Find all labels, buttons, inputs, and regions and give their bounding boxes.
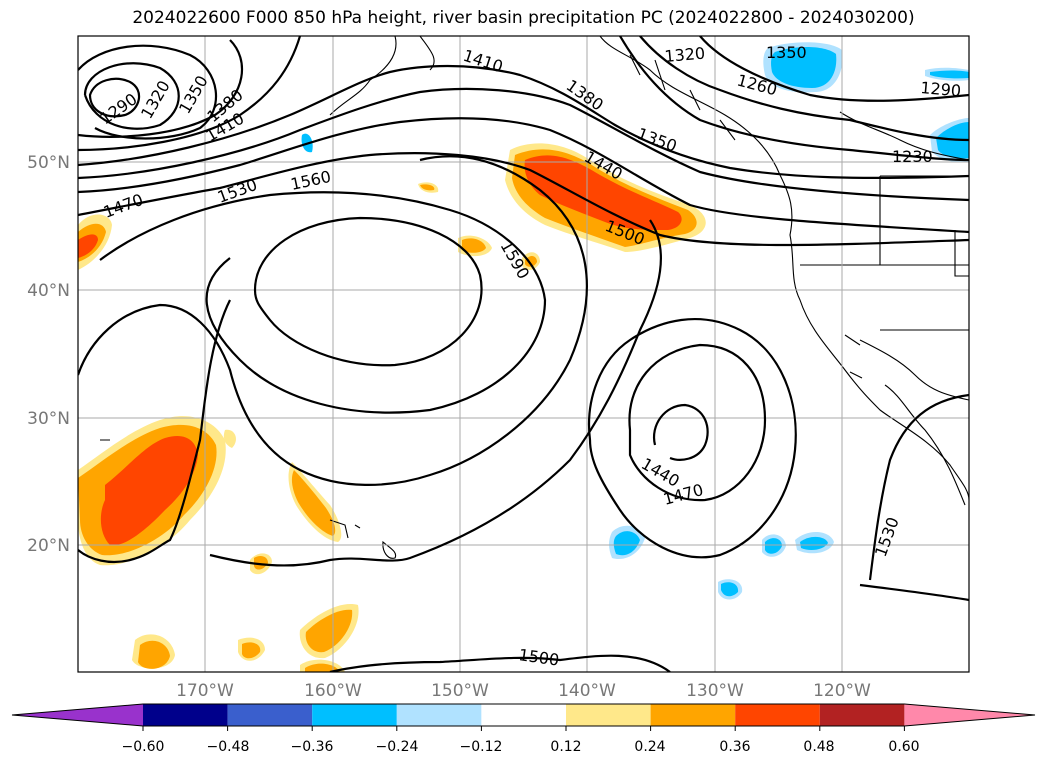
- lon-label: 170°W: [176, 681, 234, 701]
- colorbar-segment: [819, 704, 905, 726]
- lat-label: 50°N: [27, 153, 70, 173]
- lon-label: 120°W: [813, 681, 871, 701]
- precip-shading-positive: [78, 143, 706, 672]
- colorbar-segment: [143, 704, 228, 726]
- map-title: 2024022600 F000 850 hPa height, river ba…: [132, 8, 915, 28]
- colorbar-tick-label: 0.36: [719, 739, 750, 755]
- map-panel: [78, 36, 969, 672]
- lon-label: 160°W: [304, 681, 362, 701]
- lon-label: 150°W: [431, 681, 489, 701]
- latitude-labels: 50°N 40°N 30°N 20°N: [27, 153, 70, 556]
- colorbar-segment: [735, 704, 820, 726]
- colorbar-extend-low: [12, 704, 143, 726]
- colorbar-tick-label: −0.12: [460, 739, 503, 755]
- colorbar-tick-label: 0.24: [634, 739, 665, 755]
- colorbar-labels: −0.60 −0.48 −0.36 −0.24 −0.12 0.12 0.24 …: [122, 739, 920, 755]
- gridlines: [78, 36, 969, 672]
- colorbar-tick-label: −0.36: [291, 739, 334, 755]
- contour-label: 1230: [892, 147, 933, 166]
- contour-label: 1290: [920, 78, 962, 100]
- precip-shading-negative: [301, 42, 969, 600]
- colorbar: [11, 703, 1036, 731]
- lon-label: 140°W: [558, 681, 616, 701]
- colorbar-segment: [227, 704, 313, 726]
- colorbar-tick-label: −0.60: [122, 739, 165, 755]
- height-contours: [78, 36, 969, 672]
- colorbar-tick-label: −0.24: [376, 739, 419, 755]
- contour-label: 1350: [766, 43, 807, 62]
- colorbar-segment: [566, 704, 651, 726]
- colorbar-tick-label: 0.48: [803, 739, 834, 755]
- lat-label: 20°N: [27, 536, 70, 556]
- colorbar-tick-label: 0.12: [550, 739, 581, 755]
- colorbar-tick-label: 0.60: [888, 739, 919, 755]
- longitude-labels: 170°W 160°W 150°W 140°W 130°W 120°W: [176, 681, 871, 701]
- colorbar-segment: [481, 704, 566, 726]
- map-border: [77, 35, 970, 673]
- colorbar-segment: [312, 704, 397, 726]
- lat-label: 40°N: [27, 281, 70, 301]
- lat-label: 30°N: [27, 409, 70, 429]
- colorbar-segment: [396, 704, 482, 726]
- lon-label: 130°W: [686, 681, 744, 701]
- colorbar-extend-high: [904, 704, 1035, 726]
- colorbar-segment: [650, 704, 736, 726]
- contour-label: 1320: [664, 44, 706, 66]
- colorbar-tick-label: −0.48: [207, 739, 250, 755]
